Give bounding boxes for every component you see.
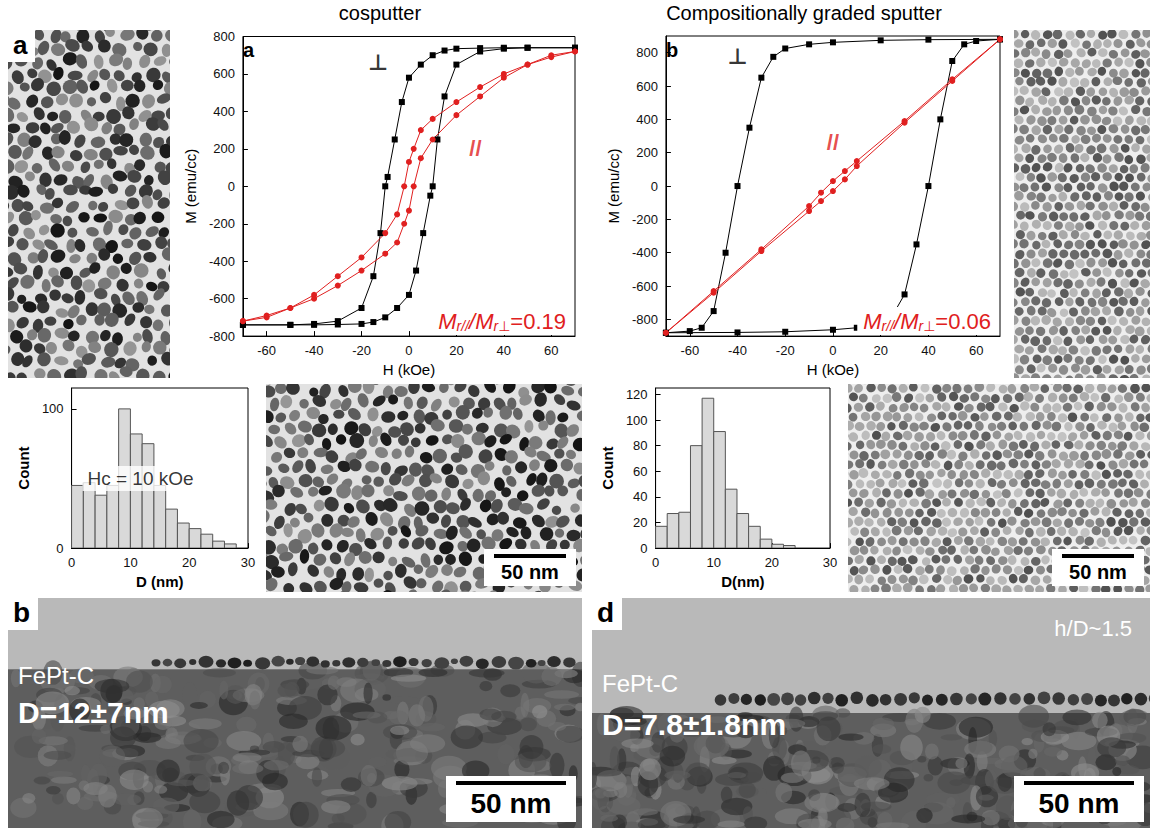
svg-text:0: 0: [640, 541, 647, 556]
svg-text:M (emu/cc): M (emu/cc): [182, 149, 199, 224]
svg-text:=0.19: =0.19: [510, 309, 566, 334]
svg-text:-60: -60: [257, 343, 276, 358]
svg-text:Hc = 10 kOe: Hc = 10 kOe: [87, 468, 193, 489]
svg-text:M: M: [863, 309, 882, 334]
svg-text:600: 600: [636, 79, 658, 94]
svg-text:20: 20: [449, 343, 463, 358]
html-text:d: d: [597, 597, 615, 628]
svg-text:r⊥: r⊥: [493, 318, 510, 334]
svg-text:H (kOe): H (kOe): [383, 361, 436, 378]
svg-text://: //: [469, 136, 481, 161]
svg-text:60: 60: [969, 343, 983, 358]
svg-text:400: 400: [636, 112, 658, 127]
svg-text:0: 0: [56, 541, 63, 556]
html-text:h/D~1.5: h/D~1.5: [1054, 616, 1132, 641]
svg-text:-60: -60: [680, 343, 699, 358]
svg-text:M: M: [438, 309, 457, 334]
svg-text:0: 0: [228, 179, 235, 194]
svg-text:-200: -200: [632, 212, 658, 227]
svg-text:800: 800: [213, 30, 235, 44]
svg-text:-40: -40: [305, 343, 324, 358]
svg-text:M (emu/cc): M (emu/cc): [605, 149, 622, 224]
svg-text:40: 40: [921, 343, 935, 358]
svg-text:120: 120: [626, 387, 648, 402]
svg-text://: //: [827, 130, 839, 155]
svg-text:r⊥: r⊥: [918, 318, 935, 334]
svg-text:-20: -20: [776, 343, 795, 358]
svg-text:200: 200: [636, 145, 658, 160]
html-text:D=7.8±1.8nm: D=7.8±1.8nm: [602, 708, 787, 741]
svg-text:-800: -800: [209, 329, 235, 344]
svg-text:10: 10: [123, 555, 137, 570]
svg-text:60: 60: [544, 343, 558, 358]
svg-text:400: 400: [213, 104, 235, 119]
svg-text:-20: -20: [352, 343, 371, 358]
svg-text:=0.06: =0.06: [935, 309, 991, 334]
svg-text:0: 0: [651, 179, 658, 194]
svg-text:200: 200: [213, 141, 235, 156]
svg-text:Count: Count: [15, 446, 32, 489]
svg-text:-40: -40: [728, 343, 747, 358]
svg-text:800: 800: [636, 45, 658, 60]
html-text:b: b: [13, 597, 31, 628]
html-text:FePt-C: FePt-C: [18, 662, 94, 689]
svg-text:D (nm): D (nm): [136, 573, 184, 590]
svg-text:0: 0: [405, 343, 412, 358]
html-text:50 nm: 50 nm: [470, 788, 552, 819]
svg-text:100: 100: [42, 401, 64, 416]
svg-text:Count: Count: [599, 446, 616, 489]
svg-text:M: M: [475, 309, 494, 334]
svg-text:40: 40: [633, 489, 647, 504]
svg-text:30: 30: [823, 555, 837, 570]
html-text:cosputter: cosputter: [338, 2, 422, 24]
svg-text:⊥: ⊥: [368, 50, 388, 75]
svg-text:20: 20: [765, 555, 779, 570]
svg-text:10: 10: [706, 555, 720, 570]
svg-text:H (kOe): H (kOe): [807, 361, 860, 378]
html-text:FePt-C: FePt-C: [602, 670, 678, 697]
svg-text:-200: -200: [209, 216, 235, 231]
svg-text:0: 0: [829, 343, 836, 358]
svg-text:0: 0: [68, 555, 75, 570]
svg-text:⊥: ⊥: [727, 44, 747, 69]
html-text:D=12±7nm: D=12±7nm: [18, 696, 169, 729]
svg-text:60: 60: [633, 464, 647, 479]
svg-text:20: 20: [873, 343, 887, 358]
svg-text:-600: -600: [632, 279, 658, 294]
html-text:a: a: [13, 30, 28, 60]
svg-text:M: M: [900, 309, 919, 334]
svg-text:0: 0: [652, 555, 659, 570]
svg-text:-800: -800: [632, 312, 658, 327]
html-text:50 nm: 50 nm: [1038, 788, 1120, 819]
svg-text:a: a: [243, 39, 255, 61]
html-text:Compositionally graded sputter: Compositionally graded sputter: [666, 2, 942, 24]
svg-text:b: b: [666, 39, 678, 61]
svg-text:20: 20: [633, 515, 647, 530]
svg-text:-400: -400: [209, 254, 235, 269]
svg-text:-400: -400: [632, 245, 658, 260]
svg-text:20: 20: [182, 555, 196, 570]
svg-text:-600: -600: [209, 291, 235, 306]
html-text:r///: r///: [456, 308, 476, 334]
html-text:50 nm: 50 nm: [501, 561, 559, 583]
svg-text:30: 30: [241, 555, 255, 570]
html-text:50 nm: 50 nm: [1069, 561, 1127, 583]
svg-text:D(nm): D(nm): [721, 573, 764, 590]
svg-text:100: 100: [626, 413, 648, 428]
svg-text:80: 80: [633, 438, 647, 453]
svg-text:40: 40: [497, 343, 511, 358]
svg-text:600: 600: [213, 66, 235, 81]
html-text:r///: r///: [881, 308, 901, 334]
